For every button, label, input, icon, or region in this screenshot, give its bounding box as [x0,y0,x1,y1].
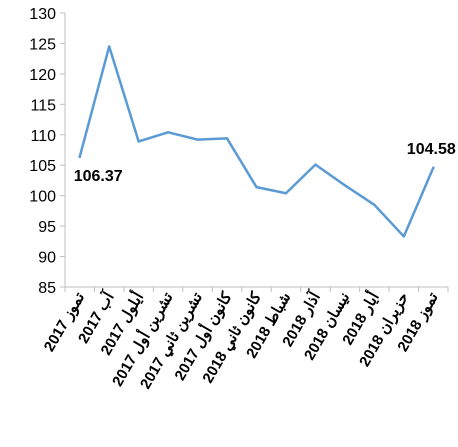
y-tick-label: 115 [30,97,56,114]
data-label: 104.58 [407,141,456,158]
y-tick-label: 130 [29,6,56,23]
data-point [402,235,406,238]
data-point [196,138,199,141]
y-tick-label: 95 [38,219,56,236]
data-point [225,137,229,140]
data-point [432,166,435,169]
data-point [166,131,170,134]
y-tick-label: 85 [38,280,56,297]
y-tick-label: 110 [30,128,56,145]
y-tick-label: 90 [38,250,56,267]
y-tick-label: 120 [29,67,56,84]
data-point [78,155,81,159]
y-axis-ticks: 85 90 95 100 105 110 115 120 125 130 [29,6,65,297]
series-line [78,45,435,238]
x-tick-label: تموز 2017 [41,290,88,355]
data-point [137,140,140,143]
y-tick-label: 125 [29,36,56,53]
data-point [284,192,288,195]
data-points [78,45,435,238]
data-point [343,184,347,187]
data-labels: 106.37 104.58 [74,141,456,185]
data-label: 106.37 [74,168,123,185]
y-tick-label: 105 [29,158,56,175]
y-tick-label: 100 [29,189,56,206]
data-point [255,185,258,189]
data-point [107,45,111,48]
data-point [373,203,376,206]
data-point [314,163,317,166]
